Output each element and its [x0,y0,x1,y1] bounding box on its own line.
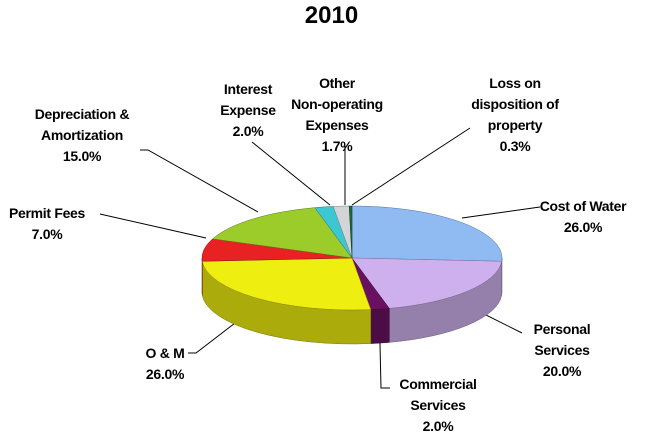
leader-line [251,141,331,206]
leader-line [188,309,253,354]
data-label: Permit Fees 7.0% [0,203,147,245]
category-label: Loss on disposition of property [471,75,559,133]
value-label: 0.3% [499,138,531,154]
category-label: Permit Fees [8,205,86,221]
category-label: Cost of Water [539,198,627,214]
value-label: 20.0% [542,363,582,379]
pie-tops [201,205,503,311]
category-label: Depreciation & Amortization [34,106,130,143]
category-label: O & M [145,345,185,361]
data-label: Interest Expense 2.0% [148,79,348,142]
data-label: Other Non-operating Expenses 1.7% [237,73,437,157]
leader-line [461,206,541,219]
value-label: 2.0% [232,123,264,139]
data-label: Personal Services 20.0% [462,319,662,382]
value-label: 7.0% [31,226,63,242]
pie-slice [211,207,353,259]
data-label: Loss on disposition of property 0.3% [415,73,615,157]
data-label: Commercial Services 2.0% [338,374,538,437]
category-label: Commercial Services [399,376,477,413]
data-label: O & M 26.0% [65,343,265,385]
pie-slice [351,257,502,309]
category-label: Interest Expense [220,81,276,118]
data-label: Depreciation & Amortization 15.0% [0,104,182,167]
value-label: 26.0% [145,366,185,382]
value-label: 26.0% [563,219,603,235]
pie-slice [202,257,372,311]
leader-line [351,127,471,206]
pie-slice [348,205,353,259]
value-label: 1.7% [321,138,353,154]
pie-slice [351,205,503,262]
chart-title: 2010 [304,2,359,29]
leader-line [140,149,259,213]
leader-line [99,213,207,239]
pie-slice-side [370,308,390,344]
value-label: 2.0% [422,418,454,434]
category-label: Personal Services [533,321,591,358]
value-label: 15.0% [62,148,102,164]
category-label: Other Non-operating Expenses [291,75,383,133]
data-label: Cost of Water 26.0% [483,196,663,238]
